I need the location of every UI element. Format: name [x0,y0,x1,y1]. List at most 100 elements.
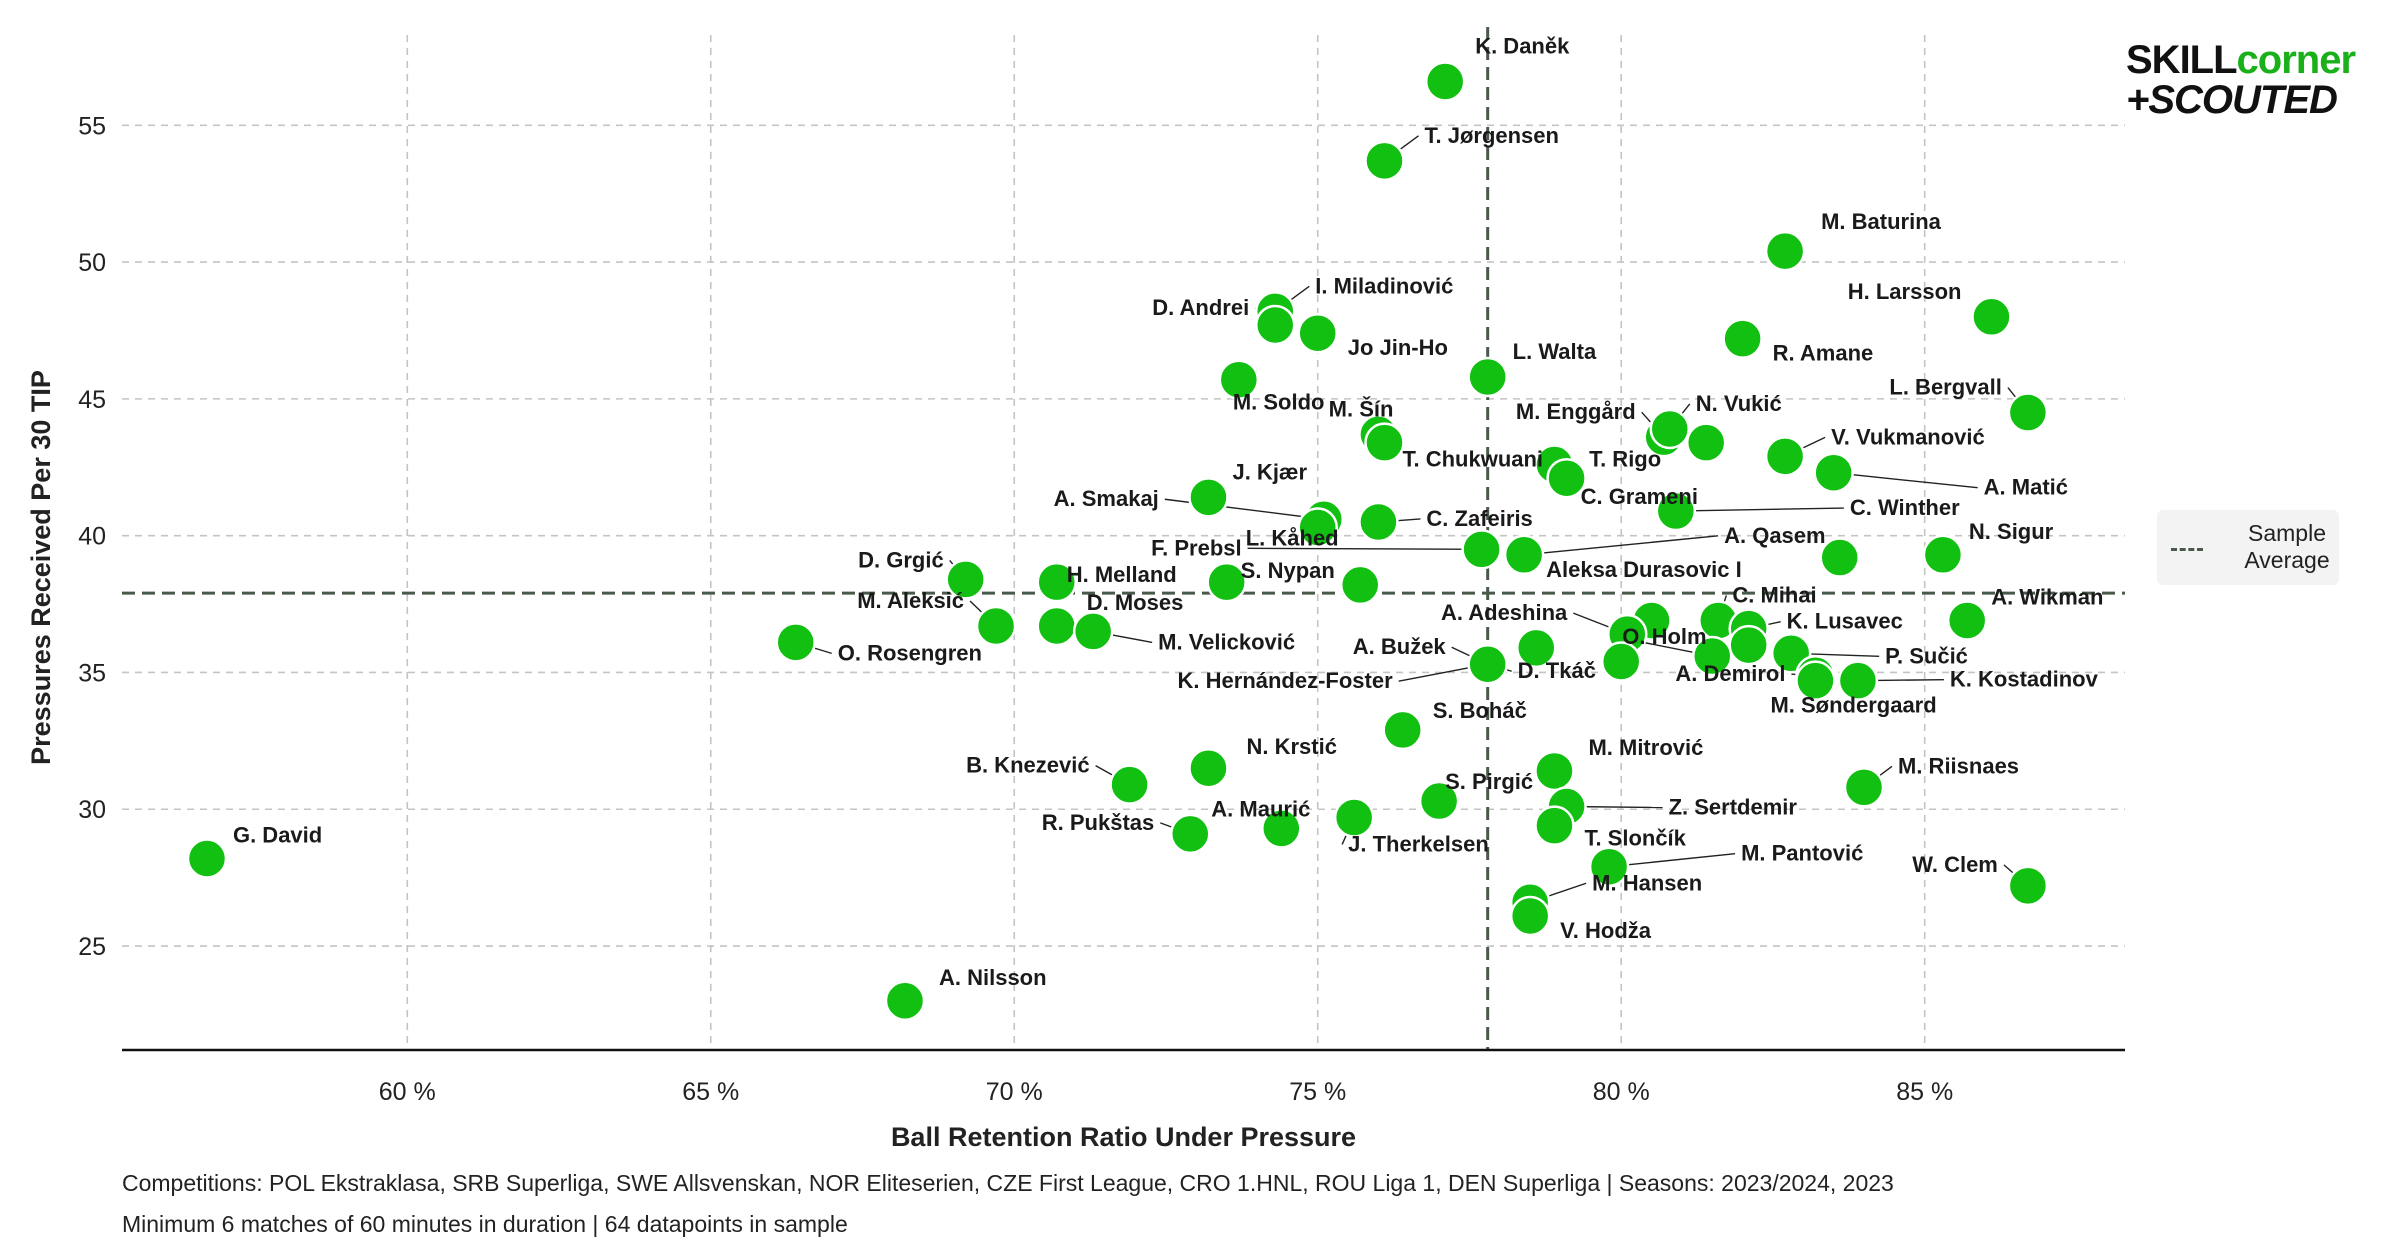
data-point [1218,359,1260,400]
point-label: M. Søndergaard [1770,693,1936,718]
point-label: V. Vukmanović [1831,424,1985,449]
label-leader-line [1609,853,1736,868]
data-point [1424,61,1466,102]
point-label: T. Rigo [1589,447,1661,472]
point-label: A. Qasem [1724,523,1826,548]
point-label: C. Mihai [1732,582,1816,607]
data-point [1503,534,1545,576]
data-point [1036,561,1077,603]
data-point [1364,140,1405,182]
data-point [1297,507,1338,548]
label-leader-line [1247,547,1482,551]
data-point [1946,600,1988,641]
point-label: M. Hansen [1592,870,1702,895]
data-point [1546,457,1587,499]
x-tick-label: 65 % [682,1078,739,1106]
point-label: L. Bergvall [1889,375,2001,400]
data-point [2007,865,2049,907]
x-axis-title: Ball Retention Ratio Under Pressure [891,1122,1356,1152]
x-tick-labels: 60 % 65 % 70 % 75 % 80 % 85 % [379,1078,1953,1106]
y-tick-labels: 25 30 35 40 45 50 55 [78,112,106,961]
data-point [1333,797,1375,838]
data-point [1206,561,1247,603]
data-point [186,838,228,879]
data-point [1297,312,1338,354]
point-label: Z. Sertdemir [1669,795,1798,820]
point-label: M. Soldo [1233,390,1325,415]
point-label: J. Therkelsen [1348,831,1489,856]
data-point [1837,660,1879,701]
y-tick-label: 35 [78,659,106,687]
point-label: A. Adeshina [1441,600,1568,625]
data-point [1819,537,1860,578]
footnote-competitions: Competitions: POL Ekstraklasa, SRB Super… [122,1170,1894,1196]
label-leader-line [1524,535,1719,556]
point-label: A. Wikman [1991,584,2103,609]
data-point [1534,750,1575,792]
point-label: H. Melland [1067,562,1177,587]
logo-scouted-text: +SCOUTED [2126,78,2338,122]
x-tick-label: 85 % [1896,1078,1953,1106]
point-label: M. Riisnaes [1898,753,2019,778]
data-point [1795,660,1836,701]
x-tick-label: 80 % [1593,1078,1650,1106]
point-label: T. Chukwuani [1402,447,1543,472]
data-point [1109,764,1150,805]
skillcorner-scouted-logo: SKILLcorner +SCOUTED [2126,40,2366,120]
logo-corner-text: corner [2236,38,2356,82]
point-label: K. Lusavec [1787,609,1903,634]
y-tick-label: 40 [78,523,106,551]
data-point [1534,805,1575,846]
point-label: L. Walta [1513,339,1597,364]
point-label: Jo Jin-Ho [1348,335,1448,360]
data-point [1764,436,1806,477]
data-point [884,980,926,1022]
data-point [1764,230,1806,272]
y-tick-label: 45 [78,386,106,414]
point-label: D. Grgić [858,547,944,572]
data-point [1358,501,1399,543]
point-label: S. Nypan [1241,558,1335,583]
x-tick-label: 70 % [986,1078,1043,1106]
point-label: I. Miladinović [1315,273,1453,298]
point-label: A. Bužek [1353,634,1447,659]
point-labels: K. Daněk T. Jørgensen M. Baturina H. Larsso… [233,34,2103,990]
point-label: M. Pantović [1741,841,1863,866]
point-label: N. Sigur [1969,519,2054,544]
point-label: G. David [233,822,322,847]
data-point [1843,767,1885,808]
point-label: K. Hernández-Foster [1178,668,1394,693]
data-point [2007,392,2049,433]
point-label: M. Aleksić [857,588,964,613]
point-label: M. Velicković [1158,629,1295,654]
data-point [1588,846,1630,887]
point-label: S. Pirgić [1445,769,1533,794]
data-point [1261,808,1302,849]
point-label: J. Kjær [1232,459,1307,484]
point-label: C. Zafeiris [1426,506,1532,531]
data-point [1364,422,1405,463]
data-point [775,622,816,663]
point-label: M. Mitrović [1588,735,1703,760]
point-label: N. Krstić [1246,734,1336,759]
point-label: A. Maurić [1211,796,1310,821]
x-tick-label: 75 % [1289,1078,1346,1106]
data-point [1072,611,1114,652]
data-point [1813,452,1854,493]
point-label: T. Jørgensen [1424,123,1558,148]
data-point [1339,564,1381,606]
data-point [1382,709,1423,751]
point-label: R. Pukštas [1042,810,1155,835]
logo-skill-text: SKILL [2126,38,2238,82]
point-label: M. Baturina [1821,209,1942,234]
data-point [1722,318,1763,359]
data-point [975,605,1017,647]
point-label: D. Andrei [1152,295,1249,320]
data-point [1685,422,1727,463]
data-point [1728,624,1769,666]
data-point [1170,813,1211,855]
point-label: F. Prebsl [1151,535,1241,560]
data-point [1418,780,1460,822]
point-label: A. Matić [1984,475,2068,500]
